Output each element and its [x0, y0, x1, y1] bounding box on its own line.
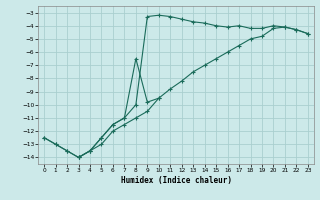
- X-axis label: Humidex (Indice chaleur): Humidex (Indice chaleur): [121, 176, 231, 185]
